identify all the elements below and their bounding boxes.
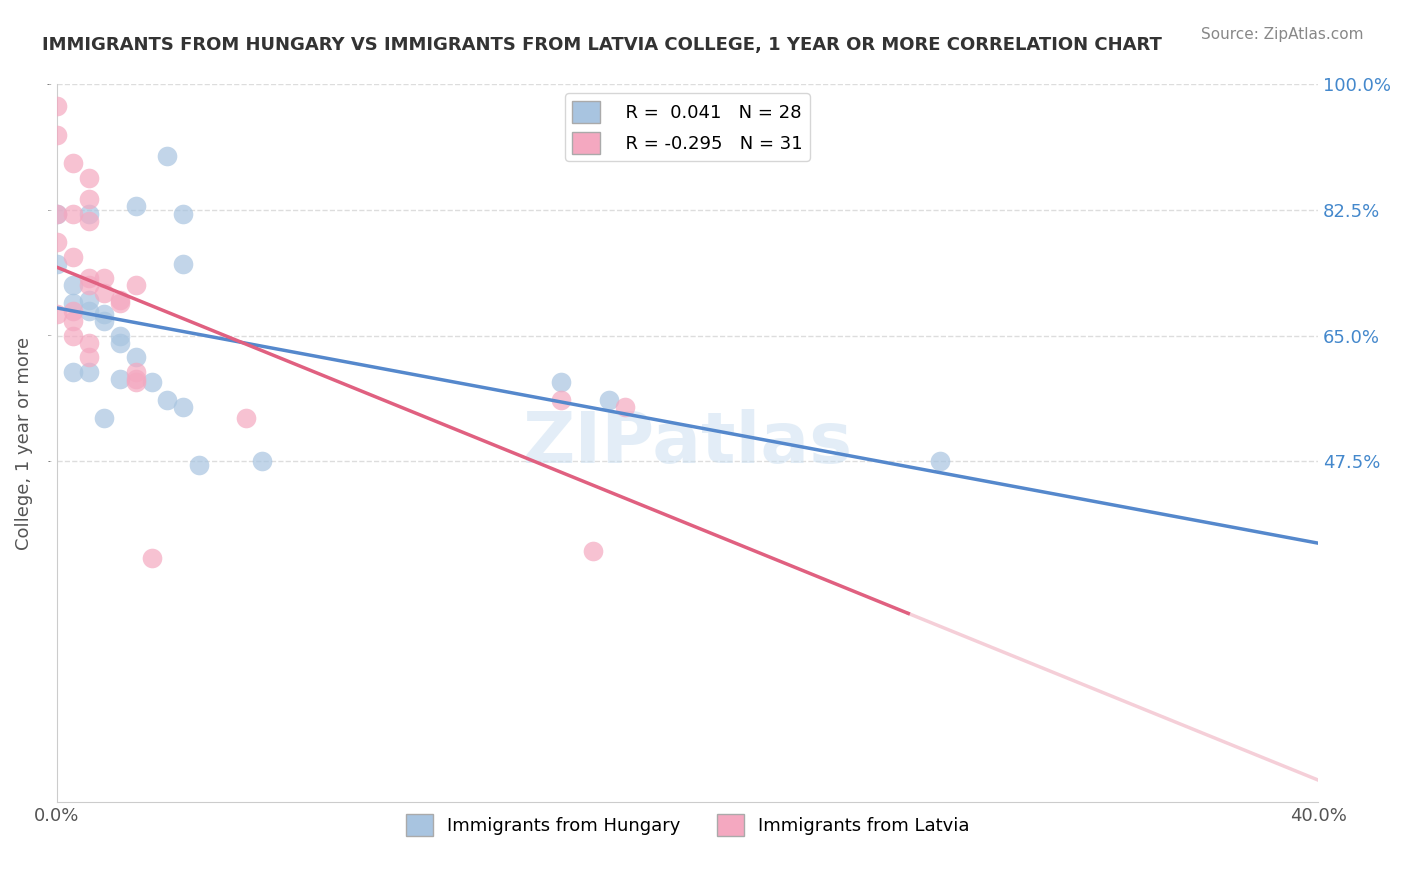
Text: Source: ZipAtlas.com: Source: ZipAtlas.com — [1201, 27, 1364, 42]
Point — [77, 207, 100, 221]
Point — [93, 411, 115, 425]
Point — [108, 296, 131, 310]
Point — [125, 350, 148, 364]
Text: ZIPatlas: ZIPatlas — [523, 409, 852, 478]
Point — [93, 285, 115, 300]
Point — [93, 314, 115, 328]
Point — [62, 303, 84, 318]
Point — [46, 235, 69, 250]
Point — [550, 393, 572, 408]
Point — [172, 257, 194, 271]
Point — [77, 278, 100, 293]
Point — [77, 365, 100, 379]
Point — [93, 307, 115, 321]
Point — [62, 365, 84, 379]
Point — [77, 170, 100, 185]
Point — [46, 128, 69, 142]
Point — [125, 278, 148, 293]
Point — [77, 214, 100, 228]
Text: IMMIGRANTS FROM HUNGARY VS IMMIGRANTS FROM LATVIA COLLEGE, 1 YEAR OR MORE CORREL: IMMIGRANTS FROM HUNGARY VS IMMIGRANTS FR… — [42, 36, 1161, 54]
Point — [62, 207, 84, 221]
Point — [77, 350, 100, 364]
Point — [108, 328, 131, 343]
Point — [46, 257, 69, 271]
Point — [125, 199, 148, 213]
Point — [77, 303, 100, 318]
Point — [141, 376, 163, 390]
Point — [125, 365, 148, 379]
Legend: Immigrants from Hungary, Immigrants from Latvia: Immigrants from Hungary, Immigrants from… — [398, 807, 977, 844]
Point — [250, 454, 273, 468]
Point — [62, 296, 84, 310]
Point — [77, 271, 100, 285]
Point — [93, 271, 115, 285]
Point — [172, 207, 194, 221]
Point — [62, 328, 84, 343]
Point — [46, 307, 69, 321]
Point — [77, 293, 100, 307]
Point — [125, 372, 148, 386]
Point — [613, 401, 636, 415]
Point — [550, 376, 572, 390]
Point — [62, 250, 84, 264]
Point — [108, 293, 131, 307]
Point — [62, 314, 84, 328]
Point — [77, 335, 100, 350]
Point — [125, 376, 148, 390]
Point — [141, 551, 163, 566]
Point — [582, 544, 605, 558]
Point — [62, 278, 84, 293]
Point — [46, 99, 69, 113]
Point — [172, 401, 194, 415]
Point — [108, 372, 131, 386]
Point — [108, 335, 131, 350]
Point — [77, 192, 100, 206]
Point — [156, 149, 179, 163]
Point — [928, 454, 950, 468]
Point — [598, 393, 620, 408]
Point — [46, 207, 69, 221]
Point — [187, 458, 209, 472]
Point — [46, 207, 69, 221]
Point — [156, 393, 179, 408]
Y-axis label: College, 1 year or more: College, 1 year or more — [15, 337, 32, 549]
Point — [62, 156, 84, 170]
Point — [235, 411, 257, 425]
